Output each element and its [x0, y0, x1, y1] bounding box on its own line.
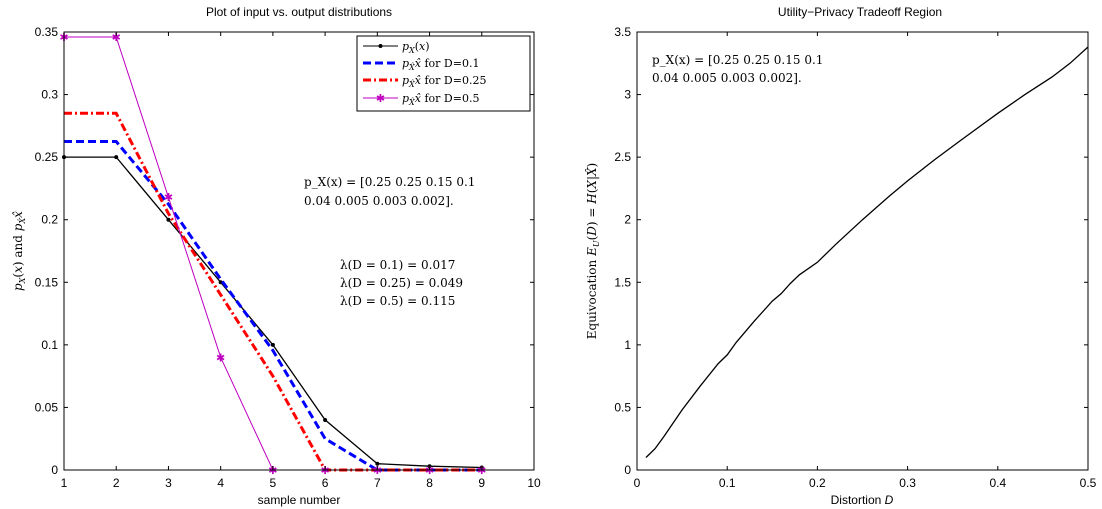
y-tick-label: 0.35 [35, 25, 59, 39]
legend-entry-d05: ✱ pX̂x̂ for D=0.5 [363, 92, 479, 107]
chart1-x-label: sample number [258, 493, 341, 507]
x-tick-label: 7 [374, 476, 381, 490]
chart2-x-label: Distortion D [831, 493, 894, 507]
series-0-point [270, 342, 275, 347]
chart2-annotation-px-line1: p_X(x) = [0.25 0.25 0.15 0.1 [652, 53, 823, 67]
y-tick-label: 1 [624, 338, 631, 352]
chart1-annotation-px-line2: 0.04 0.005 0.003 0.002]. [304, 194, 454, 208]
x-tick-label: 2 [113, 476, 120, 490]
y-tick-label: 0 [624, 463, 631, 477]
chart2-y-ticks: 0 0.5 1 1.5 2 2.5 3 3.5 [614, 25, 1088, 477]
y-tick-label: 3 [624, 88, 631, 102]
series-line-2 [64, 111, 482, 472]
y-tick-label: 0.2 [41, 213, 58, 227]
chart2-x-ticks: 0 0.1 0.2 0.3 0.4 0.5 [634, 32, 1097, 490]
x-tick-label: 8 [426, 476, 433, 490]
chart1-annotation-lambda-d025: λ(D = 0.25) = 0.049 [340, 276, 463, 290]
series-0-point [375, 461, 380, 466]
chart-input-output-distributions: Plot of input vs. output distributions ✱… [11, 5, 541, 507]
svg-text:pX̂x̂ for D=0.25: pX̂x̂ for D=0.25 [402, 74, 486, 89]
x-tick-label: 0.2 [809, 476, 826, 490]
y-tick-label: 0 [51, 463, 58, 477]
x-tick-label: 0 [634, 476, 641, 490]
y-tick-label: 0.3 [41, 88, 58, 102]
x-tick-label: 4 [217, 476, 224, 490]
x-tick-label: 10 [527, 476, 541, 490]
y-tick-label: 0.1 [41, 338, 58, 352]
y-tick-label: 0.25 [35, 150, 59, 164]
chart1-axes-box [63, 31, 535, 471]
svg-text:pX(x): pX(x) [402, 40, 430, 55]
chart2-axes-box [636, 31, 1089, 471]
series-3-star-point: ✱ [112, 31, 121, 44]
y-tick-label: 2 [624, 213, 631, 227]
chart-utility-privacy-tradeoff: Utility−Privacy Tradeoff Region 0 0.1 0.2 0… [584, 5, 1097, 507]
series-0-point [218, 280, 223, 285]
svg-text:pX̂x̂ for D=0.1: pX̂x̂ for D=0.1 [402, 57, 479, 72]
legend-entry-px: pX(x) [363, 40, 430, 55]
y-tick-label: 0.15 [35, 275, 59, 289]
series-3-star-point: ✱ [164, 191, 173, 204]
chart2-annotation-px-line2: 0.04 0.005 0.003 0.002]. [652, 71, 802, 85]
x-tick-label: 0.4 [989, 476, 1006, 490]
chart1-legend: pX(x) pX̂x̂ for D=0.1 pX̂x̂ for D=0.25 ✱… [356, 35, 531, 112]
y-tick-label: 0.05 [35, 400, 59, 414]
chart2-y-label: Equivocation EU(D) = H(X|X̂) [584, 163, 601, 340]
chart1-annotation-lambda-d01: λ(D = 0.1) = 0.017 [340, 258, 455, 272]
x-tick-label: 0.5 [1080, 476, 1097, 490]
legend-entry-d01: pX̂x̂ for D=0.1 [363, 57, 479, 72]
chart1-y-label: pX(x) and pX̂x̂ [11, 211, 27, 291]
series-0-point [323, 417, 328, 422]
x-tick-label: 5 [270, 476, 277, 490]
x-tick-label: 3 [165, 476, 172, 490]
chart1-y-ticks: 0 0.05 0.1 0.15 0.2 0.25 0.3 0.35 [35, 25, 534, 477]
y-tick-label: 2.5 [614, 150, 631, 164]
y-tick-label: 3.5 [614, 25, 631, 39]
y-tick-label: 1.5 [614, 275, 631, 289]
x-tick-label: 0.3 [899, 476, 916, 490]
chart2-title: Utility−Privacy Tradeoff Region [778, 5, 942, 19]
x-tick-label: 9 [478, 476, 485, 490]
svg-text:✱: ✱ [376, 92, 385, 105]
chart1-x-ticks: 1 2 3 4 5 6 7 8 9 10 [61, 32, 541, 490]
series-0-point [114, 155, 119, 160]
series-3-star-point: ✱ [216, 351, 225, 364]
x-tick-label: 1 [61, 476, 68, 490]
series-0-point [166, 217, 171, 222]
chart1-annotation-lambda-d05: λ(D = 0.5) = 0.115 [340, 294, 455, 308]
legend-entry-d025: pX̂x̂ for D=0.25 [363, 74, 486, 89]
x-tick-label: 0.1 [719, 476, 736, 490]
chart1-title: Plot of input vs. output distributions [206, 5, 392, 19]
chart2-series-layer [645, 46, 1089, 458]
series-line-0 [645, 46, 1089, 458]
chart1-annotation-px-line1: p_X(x) = [0.25 0.25 0.15 0.1 [304, 175, 475, 189]
y-tick-label: 0.5 [614, 400, 631, 414]
x-tick-label: 6 [322, 476, 329, 490]
svg-text:pX̂x̂ for D=0.5: pX̂x̂ for D=0.5 [402, 92, 479, 107]
